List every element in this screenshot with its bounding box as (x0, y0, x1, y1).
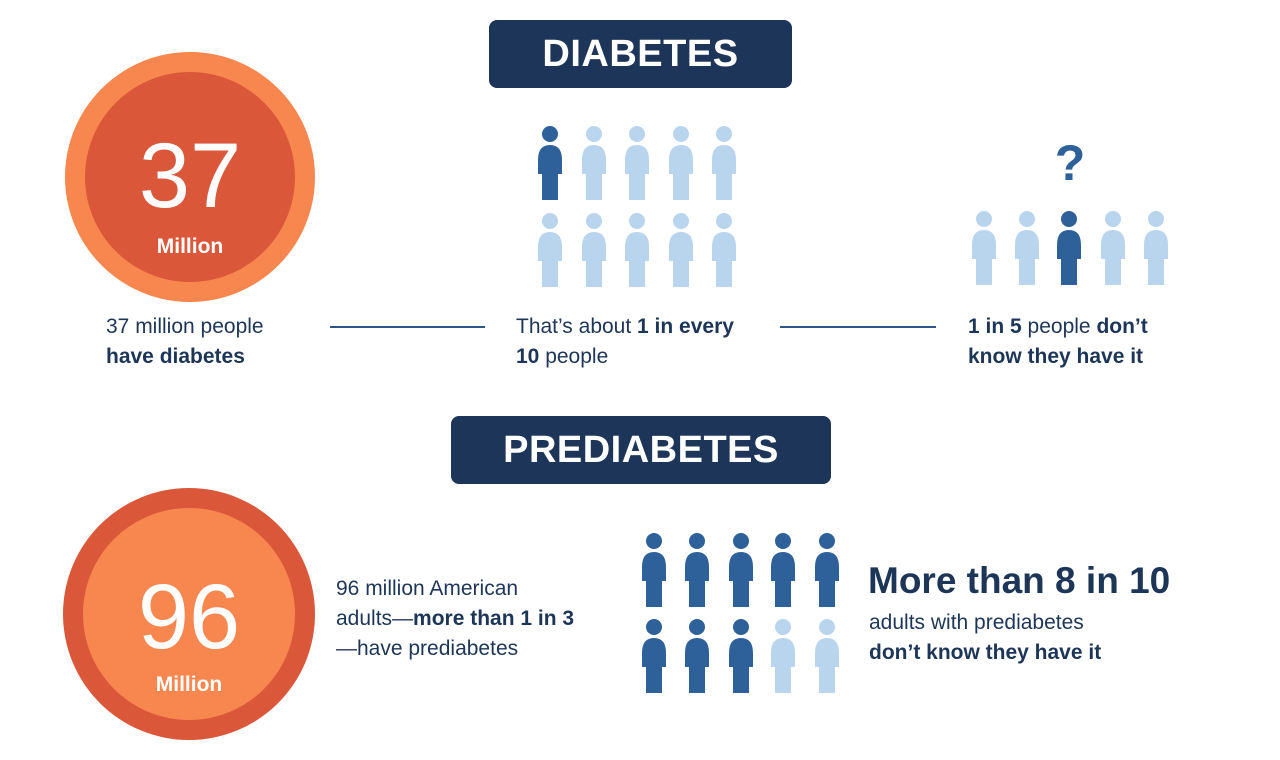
person-icon-highlighted (1053, 208, 1085, 293)
person-icon (578, 213, 610, 292)
person-icon (1097, 208, 1129, 293)
prediabetes-unaware-line1: adults with prediabetes (869, 611, 1084, 634)
person-icon (578, 126, 610, 205)
diabetes-stat-unaware-mid: people (1021, 315, 1097, 338)
person-icon-highlighted (534, 126, 566, 205)
question-mark-icon: ? (1054, 135, 1086, 191)
prediabetes-count-inner: 96 Million (83, 508, 295, 720)
person-icon (767, 616, 799, 701)
person-icon (1140, 208, 1172, 293)
person-icon (621, 126, 653, 205)
prediabetes-count-unit: Million (155, 673, 223, 696)
person-icon-highlighted (725, 530, 757, 615)
person-icon-highlighted (638, 530, 670, 615)
person-icon-highlighted (681, 616, 713, 701)
diabetes-stat-ratio-bold2: 10 (516, 345, 540, 368)
person-icon (708, 213, 740, 292)
prediabetes-stat-total-bold2: more than 1 in 3 (413, 607, 575, 630)
diabetes-stat-ratio: That’s about 1 in every 10 people (516, 312, 776, 372)
diabetes-stat-total: 37 million people have diabetes (106, 312, 326, 372)
prediabetes-count-number: 96 (137, 566, 241, 668)
diabetes-stat-total-line1: 37 million people (106, 315, 264, 338)
divider-line-1 (330, 326, 485, 328)
person-icon (968, 208, 1000, 293)
person-icon (621, 213, 653, 292)
diabetes-count-circle: 37 Million (65, 52, 315, 302)
person-icon-highlighted (681, 530, 713, 615)
prediabetes-count-circle: 96 Million (63, 488, 315, 740)
prediabetes-stat-total: 96 million American adults—more than 1 i… (336, 574, 606, 664)
person-icon-highlighted (725, 616, 757, 701)
person-icon (534, 213, 566, 292)
diabetes-stat-unaware-bold2: don’t (1096, 315, 1148, 338)
prediabetes-headline: More than 8 in 10 (868, 560, 1171, 601)
diabetes-stat-total-line2: have diabetes (106, 345, 245, 368)
diabetes-stat-unaware-bold1: 1 in 5 (968, 315, 1022, 338)
diabetes-stat-unaware-bold3: know they have it (968, 345, 1144, 368)
prediabetes-stat-total-line3: —have prediabetes (336, 637, 519, 660)
prediabetes-unaware-text: adults with prediabetes don’t know they … (869, 608, 1169, 668)
diabetes-count-inner: 37 Million (85, 72, 295, 282)
person-icon (811, 616, 843, 701)
diabetes-stat-ratio-bold1: 1 in every (637, 315, 734, 338)
person-icon (665, 213, 697, 292)
diabetes-stat-ratio-pre: That’s about (516, 315, 638, 338)
diabetes-stat-ratio-post: people (539, 345, 609, 368)
prediabetes-stat-total-line1: 96 million American (336, 577, 519, 600)
person-icon-highlighted (767, 530, 799, 615)
person-icon-highlighted (638, 616, 670, 701)
prediabetes-unaware-line2: don’t know they have it (869, 641, 1102, 664)
diabetes-banner: DIABETES (489, 20, 792, 88)
person-icon (708, 126, 740, 205)
person-icon (665, 126, 697, 205)
prediabetes-banner: PREDIABETES (451, 416, 831, 484)
diabetes-stat-unaware: 1 in 5 people don’t know they have it (968, 312, 1208, 372)
diabetes-count-number: 37 (138, 125, 242, 227)
prediabetes-stat-total-pre2: adults— (336, 607, 414, 630)
person-icon-highlighted (811, 530, 843, 615)
person-icon (1011, 208, 1043, 293)
diabetes-count-unit: Million (156, 235, 224, 258)
divider-line-2 (780, 326, 936, 328)
